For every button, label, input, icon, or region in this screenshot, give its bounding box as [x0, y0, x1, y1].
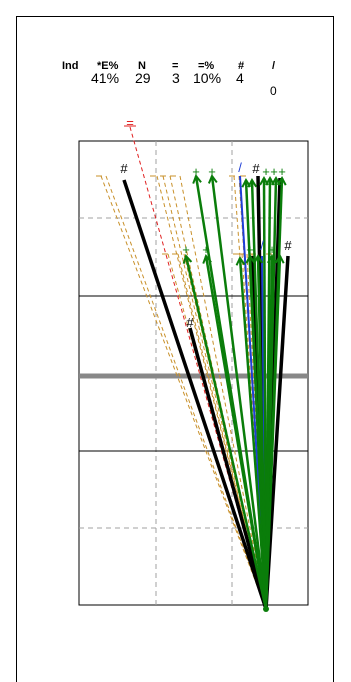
green-arrowhead — [267, 253, 277, 264]
green-vector — [184, 255, 268, 610]
green-vector — [264, 255, 274, 610]
stat-value-hash: 4 — [236, 70, 244, 86]
green-arrowhead — [202, 254, 212, 264]
green-vector — [238, 257, 268, 610]
plus-marker: + — [278, 164, 286, 179]
diagram-frame — [16, 16, 334, 682]
stat-label-hash: # — [238, 60, 245, 72]
slash-marker: / — [238, 160, 242, 175]
green-vector — [210, 175, 268, 610]
stat-label-e-percent: *E% — [97, 60, 119, 72]
stat-value-n: 29 — [135, 70, 151, 86]
guide-dashed-line — [179, 175, 267, 610]
origin-dot — [263, 606, 269, 612]
green-vector — [264, 255, 282, 610]
plus-marker: + — [182, 242, 190, 257]
plus-marker: + — [270, 164, 278, 179]
hash-marker: # — [252, 161, 260, 176]
green-arrowhead — [247, 177, 258, 188]
hash-marker: # — [120, 161, 128, 176]
green-arrowhead — [274, 253, 285, 264]
stat-value-equal: 3 — [172, 70, 180, 86]
hash-marker: # — [186, 315, 194, 330]
guide-dashed-line — [100, 175, 267, 610]
plus-marker: + — [202, 242, 210, 257]
stat-label-equal-percent: =% — [198, 60, 215, 72]
green-vector — [204, 255, 268, 610]
stat-value-e-percent: 41% — [91, 70, 120, 86]
plus-marker: + — [192, 164, 200, 179]
green-arrowhead — [235, 255, 246, 266]
plus-marker: + — [208, 164, 216, 179]
stat-value-equal-percent: 10% — [193, 70, 222, 86]
green-vector — [256, 255, 268, 610]
equal-marker: = — [126, 115, 134, 130]
plus-marker: + — [262, 164, 270, 179]
black-vector — [122, 179, 268, 610]
plot-box — [78, 140, 309, 606]
stat-label-n: N — [138, 60, 146, 72]
stat-label-slash: / — [272, 60, 276, 72]
guide-dashed-line — [105, 175, 267, 610]
plus-marker: + — [268, 242, 276, 257]
green-arrowhead — [207, 174, 218, 184]
slash-marker: / — [260, 238, 264, 253]
black-vector — [188, 327, 268, 610]
green-arrowhead — [192, 174, 202, 184]
hash-marker: # — [284, 238, 292, 253]
stat-label-ind: Ind — [62, 60, 79, 72]
green-arrowhead — [182, 254, 193, 265]
stat-value-slash: 0 — [270, 84, 277, 98]
black-vector — [264, 255, 290, 610]
green-arrowhead — [276, 175, 287, 186]
stat-label-equal: = — [172, 60, 179, 72]
guide-dashed-line — [169, 175, 267, 610]
plus-marker: + — [246, 242, 254, 257]
vector-group: =####//+ ++ ++ + ++ + — [96, 115, 292, 612]
green-arrowhead — [253, 253, 264, 264]
